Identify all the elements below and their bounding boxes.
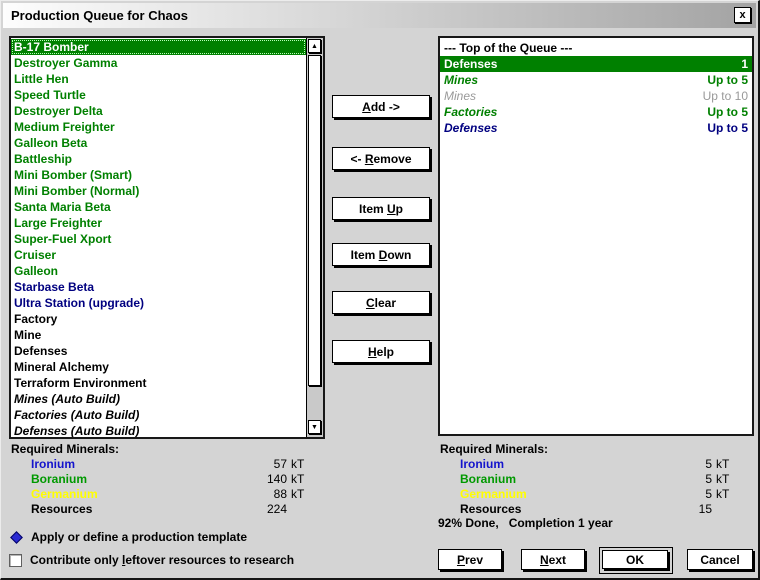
list-item[interactable]: Defenses (Auto Build) — [14, 424, 140, 437]
queue-item[interactable]: Defenses Up to 5 — [444, 121, 748, 135]
scroll-down-icon: ▼ — [311, 423, 318, 431]
clear-button[interactable]: Clear — [332, 291, 430, 314]
list-item[interactable]: Battleship — [14, 152, 73, 166]
list-item[interactable]: Mines (Auto Build) — [14, 392, 120, 406]
research-checkbox-label: Contribute only leftover resources to re… — [30, 553, 295, 567]
list-item[interactable]: Little Hen — [14, 72, 69, 86]
list-item[interactable]: Defenses — [14, 344, 68, 358]
mineral-row: Boranium 5 kT — [460, 472, 730, 486]
mineral-row: Resources 15 — [460, 502, 712, 516]
list-item[interactable]: Mini Bomber (Normal) — [14, 184, 140, 198]
help-button[interactable]: Help — [332, 340, 430, 363]
template-label: Apply or define a production template — [31, 530, 248, 544]
list-item[interactable]: Santa Maria Beta — [14, 200, 111, 214]
list-item[interactable]: Factories (Auto Build) — [14, 408, 140, 422]
mineral-row: Resources 224 — [31, 502, 287, 516]
scroll-up-icon: ▲ — [311, 42, 318, 50]
list-item[interactable]: Ultra Station (upgrade) — [14, 296, 145, 310]
list-item[interactable]: Galleon Beta — [14, 136, 88, 150]
next-button[interactable]: Next — [521, 549, 585, 570]
queue-header: --- Top of the Queue --- — [444, 41, 573, 55]
ok-button[interactable]: OK — [602, 550, 668, 569]
list-item[interactable]: Galleon — [14, 264, 59, 278]
cancel-button[interactable]: Cancel — [687, 549, 753, 570]
mineral-row: Ironium 57 kT — [31, 457, 305, 471]
right-minerals-panel: Required Minerals: Ironium 5 kT Boranium 5 kT G… — [438, 442, 734, 517]
ok-default-ring: OK — [599, 547, 673, 574]
prev-button[interactable]: Prev — [438, 549, 502, 570]
queue-item[interactable]: Factories Up to 5 — [444, 105, 748, 119]
item-up-button[interactable]: Item Up — [332, 197, 430, 220]
titlebar[interactable]: Production Queue for Chaos — [3, 3, 756, 28]
diamond-icon — [10, 530, 23, 544]
mineral-row: Boranium 140 kT — [31, 472, 305, 486]
queue-item[interactable]: Mines Up to 5 — [444, 73, 748, 87]
list-item[interactable]: Factory — [14, 312, 58, 326]
queue-item[interactable]: Mines Up to 10 — [444, 89, 748, 103]
list-item[interactable]: Mine — [14, 328, 42, 342]
list-item[interactable]: Destroyer Delta — [14, 104, 103, 118]
list-item[interactable]: Large Freighter — [14, 216, 103, 230]
list-item[interactable]: Super-Fuel Xport — [14, 232, 112, 246]
research-checkbox-row: Contribute only leftover resources to re… — [9, 552, 294, 568]
minerals-title: Required Minerals: — [11, 442, 120, 456]
list-item[interactable]: Mineral Alchemy — [14, 360, 109, 374]
remove-button[interactable]: <- Remove — [332, 147, 430, 170]
list-item[interactable]: Medium Freighter — [14, 120, 115, 134]
list-item[interactable]: Terraform Environment — [14, 376, 147, 390]
list-item[interactable]: Cruiser — [14, 248, 57, 262]
close-icon: x — [739, 8, 746, 21]
item-down-button[interactable]: Item Down — [332, 243, 430, 266]
queue-item[interactable]: Defenses 1 — [440, 56, 752, 72]
queue-list: --- Top of the Queue --- Defenses 1 Mines U… — [438, 36, 754, 436]
add-button[interactable]: Add -> — [332, 95, 430, 118]
minerals-title: Required Minerals: — [440, 442, 549, 456]
scroll-down-button[interactable]: ▼ — [308, 420, 321, 434]
left-minerals-panel: Required Minerals: Ironium 57 kT Boranium 140… — [9, 442, 309, 517]
completion-status: 92% Done, Completion 1 year — [438, 516, 613, 530]
window-title: Production Queue for Chaos — [11, 8, 188, 23]
build-list-scrollbar[interactable]: ▲ ▼ — [306, 38, 323, 437]
scrollbar-thumb[interactable] — [308, 55, 321, 386]
list-item[interactable]: B-17 Bomber — [11, 39, 306, 55]
list-item[interactable]: Starbase Beta — [14, 280, 95, 294]
mineral-row: Germanium 5 kT — [460, 487, 730, 501]
list-item[interactable]: Mini Bomber (Smart) — [14, 168, 133, 182]
list-item[interactable]: Speed Turtle — [14, 88, 86, 102]
scroll-up-button[interactable]: ▲ — [308, 39, 321, 53]
mineral-row: Germanium 88 kT — [31, 487, 305, 501]
list-item[interactable]: Destroyer Gamma — [14, 56, 118, 70]
mineral-row: Ironium 5 kT — [460, 457, 730, 471]
research-checkbox[interactable] — [9, 553, 22, 567]
queue-rows: Defenses 1 Mines Up to 5 Mines Up to 10 Factor… — [440, 56, 752, 136]
template-row[interactable]: Apply or define a production template — [9, 529, 247, 545]
build-list: B-17 Bomber Destroyer Gamma Little Hen Spee… — [9, 36, 325, 439]
close-button[interactable]: x — [734, 7, 751, 23]
build-list-rows: B-17 Bomber Destroyer Gamma Little Hen Spee… — [11, 39, 306, 437]
